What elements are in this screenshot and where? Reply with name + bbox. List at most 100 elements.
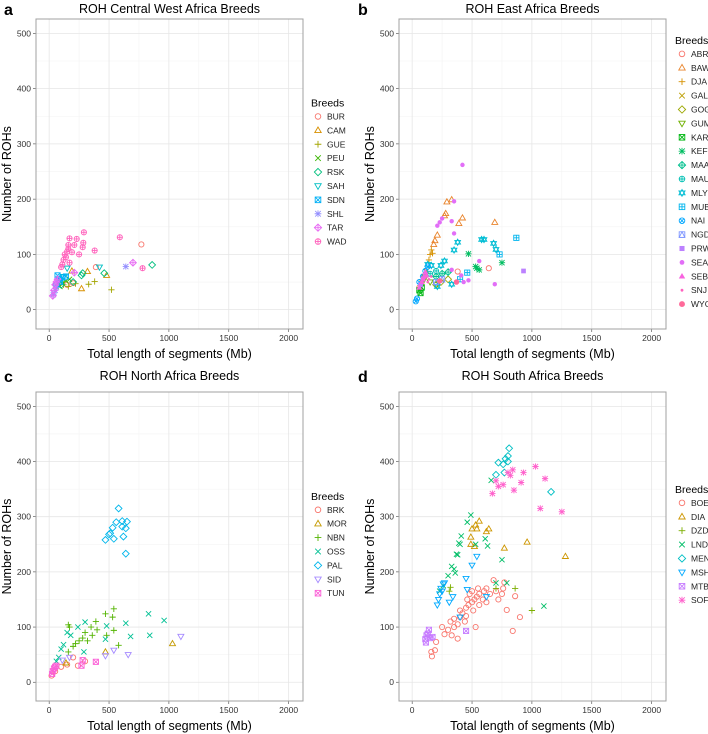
legend-label: MOR [327, 519, 347, 529]
data-point [435, 223, 440, 228]
legend-label: BRK [327, 505, 345, 515]
legend-label: SHL [327, 209, 344, 219]
legend-label: SEB [691, 271, 708, 281]
data-point [445, 572, 452, 579]
y-tick-label: 500 [380, 28, 394, 38]
data-point [464, 596, 471, 603]
legend-key [678, 147, 686, 155]
plot-border [35, 18, 304, 330]
data-point [482, 527, 491, 535]
legend-item: CAM [314, 125, 346, 135]
data-point [476, 601, 483, 609]
data-point [77, 271, 86, 280]
data-point [110, 605, 117, 612]
data-point [103, 623, 110, 629]
data-point [505, 444, 514, 453]
data-point [78, 269, 87, 278]
data-point [418, 278, 425, 285]
legend-key [679, 260, 685, 265]
data-point [63, 265, 71, 273]
y-tick-label: 0 [26, 677, 31, 687]
legend-label: BAW [691, 63, 708, 73]
legend-item: MTB [678, 581, 708, 591]
legend-label: PEU [327, 153, 344, 163]
legend-key [678, 527, 686, 535]
data-point [116, 234, 123, 241]
legend-key [678, 63, 686, 71]
data-point [435, 591, 444, 598]
data-point [49, 286, 58, 295]
data-point [437, 220, 442, 225]
y-tick-label: 200 [380, 567, 394, 577]
data-point [145, 610, 152, 617]
y-tick-label: 100 [17, 622, 31, 632]
legend-item: PRW [679, 244, 708, 254]
legend-label: WYG [691, 299, 708, 309]
data-point [146, 632, 153, 639]
data-point [457, 541, 463, 548]
data-point [537, 505, 544, 512]
legend-key [314, 519, 322, 527]
data-point [412, 298, 419, 305]
series-dia [467, 517, 570, 559]
legend-label: DZD [691, 526, 708, 536]
legend-key [314, 140, 322, 148]
data-point [69, 643, 77, 650]
data-point [102, 610, 109, 617]
legend-label: GAL [691, 91, 708, 101]
legend-label: GUM [691, 118, 708, 128]
data-point [480, 235, 488, 244]
legend-item: MAU [678, 174, 708, 184]
data-point [485, 265, 492, 272]
legend-label: MTB [691, 581, 708, 591]
data-point [520, 469, 527, 476]
legend-item: PEU [314, 153, 344, 163]
data-point [48, 291, 57, 300]
data-point [81, 629, 89, 636]
data-point [451, 199, 457, 204]
panel-letter: d [358, 369, 368, 386]
legend-item: KAR [678, 132, 708, 142]
data-point [65, 245, 72, 252]
panel-title: ROH Central West Africa Breeds [79, 2, 260, 16]
data-point [455, 219, 463, 226]
x-axis-title: Total length of segments (Mb) [87, 719, 252, 733]
legend-item: SOF [678, 595, 708, 605]
legend-key [314, 113, 322, 120]
data-point [473, 265, 480, 272]
legend-key [678, 120, 686, 128]
data-point [464, 519, 471, 526]
legend-item: OSS [314, 547, 345, 557]
legend-label: MUB [691, 202, 708, 212]
y-tick-label: 400 [380, 457, 394, 467]
data-point [561, 552, 570, 559]
data-point [437, 585, 445, 593]
data-point [434, 596, 443, 604]
y-axis-title: Number of ROHs [0, 126, 14, 222]
data-point [50, 291, 57, 298]
data-point [80, 648, 87, 655]
data-point [492, 245, 500, 254]
data-point [92, 618, 99, 625]
y-tick-label: 500 [17, 28, 31, 38]
legend-key [678, 78, 686, 86]
series-tun [49, 657, 99, 678]
data-point [470, 542, 479, 550]
legend-item: BAW [678, 63, 708, 73]
data-point [60, 641, 67, 648]
legend-label: SAH [327, 181, 344, 191]
data-point [122, 620, 129, 627]
data-point [446, 588, 453, 595]
data-point [58, 646, 65, 653]
legend-item: DIA [678, 512, 706, 522]
legend-item: GOG [677, 105, 708, 115]
data-point [540, 603, 547, 610]
series-nbn [65, 605, 122, 656]
data-point [462, 627, 470, 634]
data-point [428, 246, 435, 254]
legend-item: SID [314, 574, 341, 584]
data-point [461, 618, 468, 625]
legend-item: SDN [314, 195, 345, 205]
data-point [464, 269, 471, 276]
y-tick-label: 100 [17, 249, 31, 259]
